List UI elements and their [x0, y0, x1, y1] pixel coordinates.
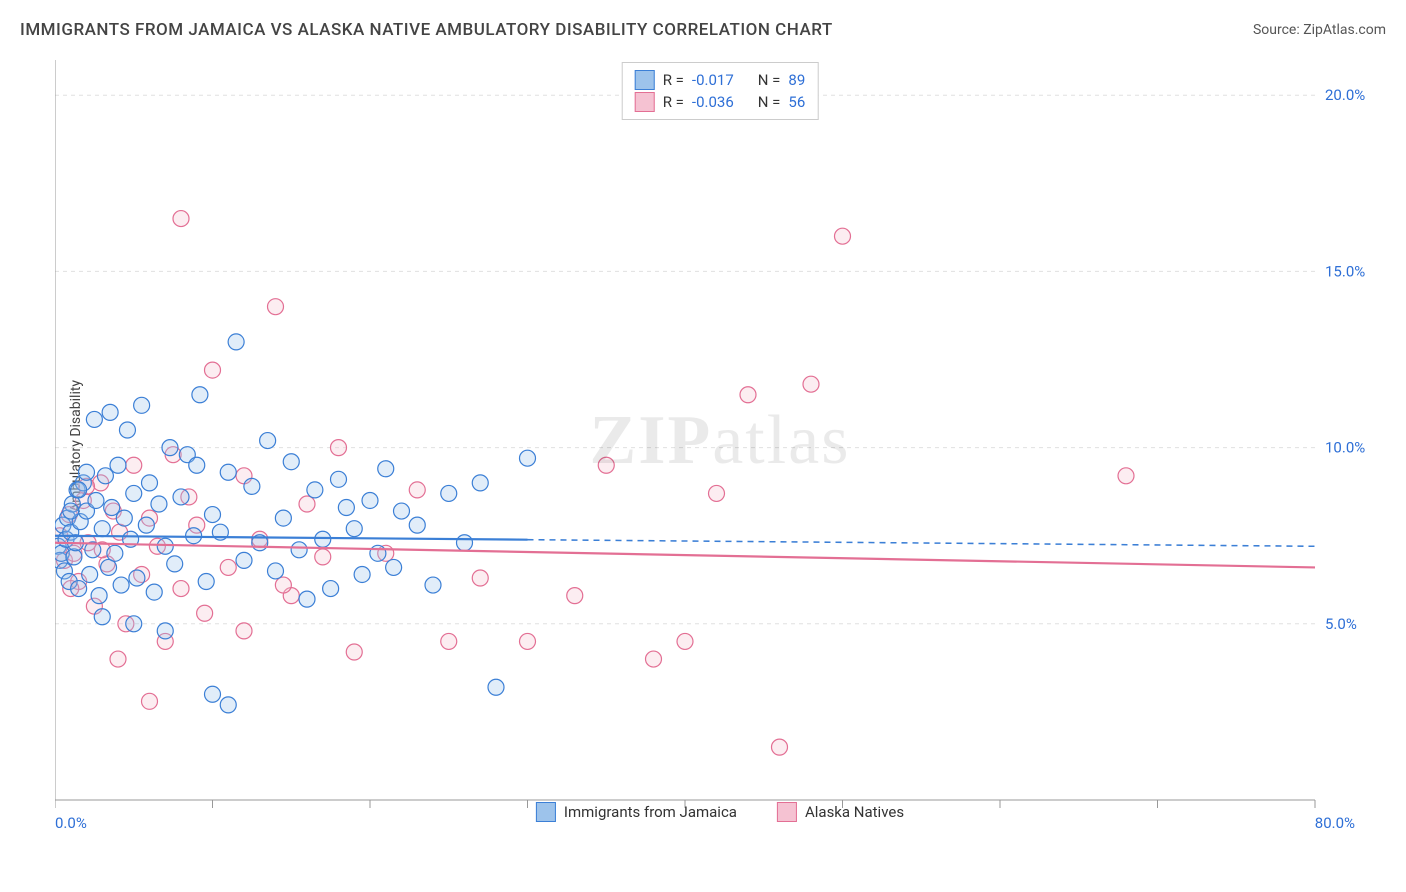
- r-label: R =: [663, 69, 684, 91]
- svg-text:80.0%: 80.0%: [1315, 814, 1355, 830]
- scatter-chart: 5.0% 10.0% 15.0% 20.0% 0.0% 80.0%: [55, 60, 1385, 830]
- swatch-alaska: [777, 802, 797, 822]
- legend-series: Immigrants from Jamaica Alaska Natives: [536, 802, 904, 822]
- legend-correlation: R = -0.017 N = 89 R = -0.036 N = 56: [622, 62, 819, 120]
- svg-text:5.0%: 5.0%: [1325, 615, 1357, 633]
- r-value: -0.036: [692, 91, 734, 113]
- legend-item: Immigrants from Jamaica: [536, 802, 737, 822]
- r-label: R =: [663, 91, 684, 113]
- legend-row: R = -0.036 N = 56: [635, 91, 806, 113]
- swatch-jamaica: [536, 802, 556, 822]
- legend-item: Alaska Natives: [777, 802, 904, 822]
- series-label: Immigrants from Jamaica: [564, 803, 737, 821]
- n-label: N =: [758, 69, 781, 91]
- svg-text:10.0%: 10.0%: [1325, 439, 1365, 457]
- r-value: -0.017: [692, 69, 734, 91]
- svg-text:20.0%: 20.0%: [1325, 86, 1365, 104]
- plot-area: ZIPatlas 5.0%10.0%15.0%20.0%0.0%80.0% R …: [55, 60, 1385, 830]
- series-label: Alaska Natives: [805, 803, 904, 821]
- source-label: Source: ZipAtlas.com: [1253, 22, 1386, 38]
- n-value: 89: [788, 69, 805, 91]
- swatch-jamaica: [635, 70, 655, 90]
- page-title: IMMIGRANTS FROM JAMAICA VS ALASKA NATIVE…: [20, 20, 833, 40]
- svg-text:15.0%: 15.0%: [1325, 262, 1365, 280]
- legend-row: R = -0.017 N = 89: [635, 69, 806, 91]
- n-label: N =: [758, 91, 781, 113]
- svg-text:0.0%: 0.0%: [55, 814, 87, 830]
- swatch-alaska: [635, 92, 655, 112]
- n-value: 56: [788, 91, 805, 113]
